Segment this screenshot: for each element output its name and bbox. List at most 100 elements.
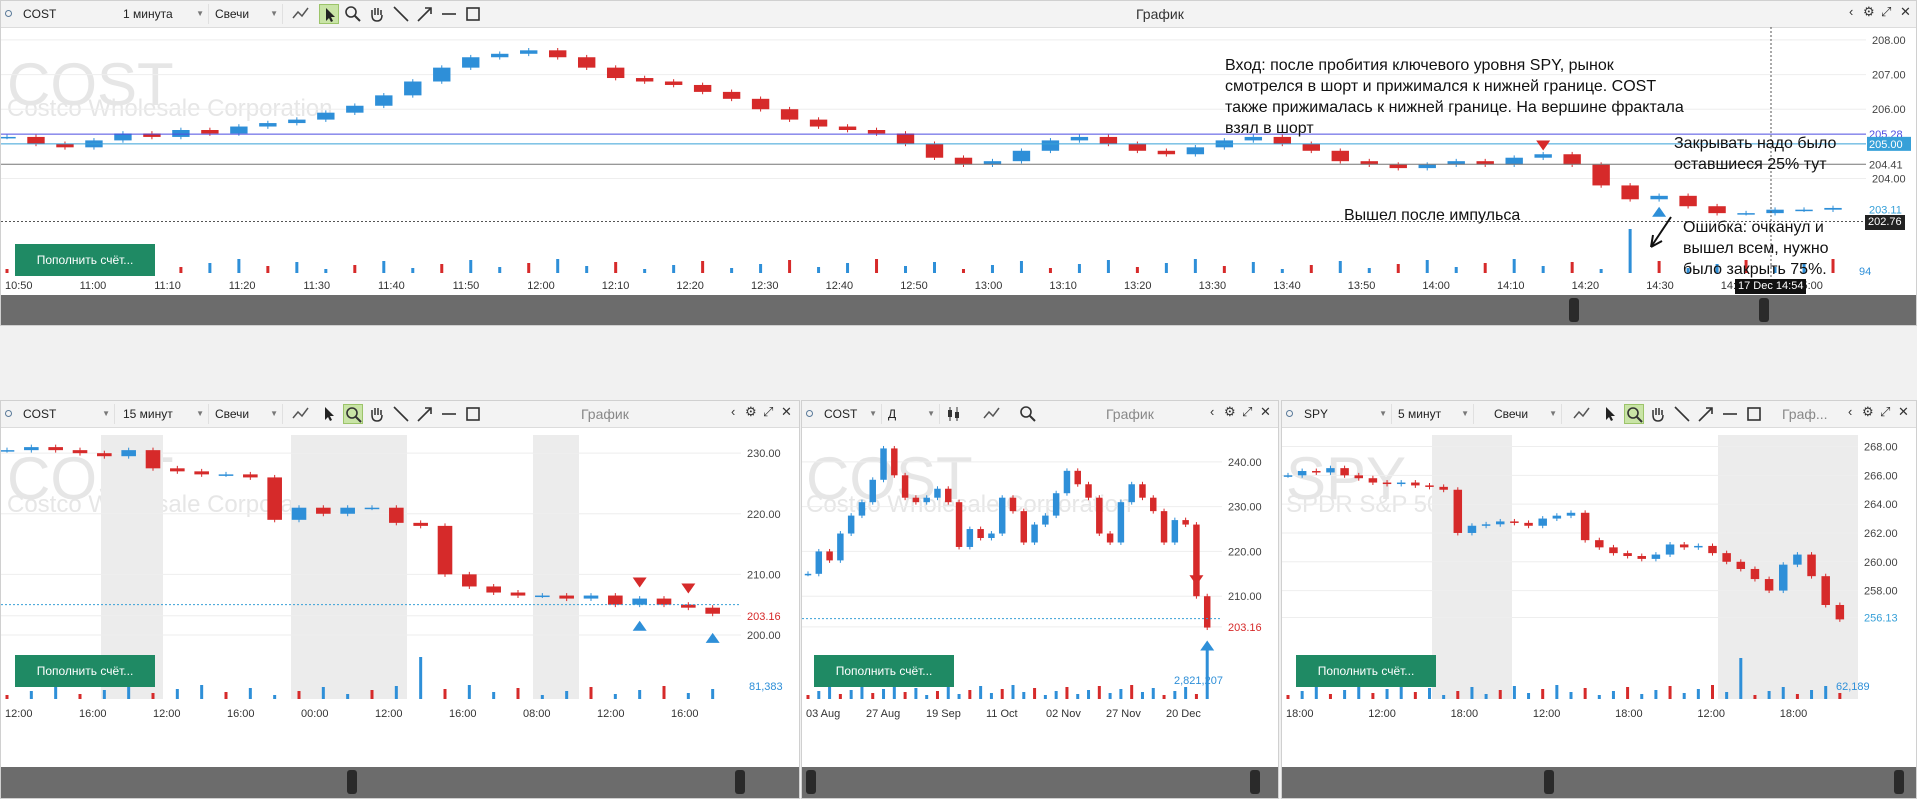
indicators-icon[interactable] (291, 4, 311, 24)
cursor-icon[interactable] (319, 404, 339, 424)
candle (1510, 521, 1519, 523)
topup-account-button[interactable]: Пополнить счёт... (15, 655, 155, 687)
chevron-down-icon: ▼ (1549, 409, 1557, 418)
symbol-select[interactable]: SPY ▼ (1300, 404, 1392, 424)
interval-select[interactable]: 1 минута ▼ (119, 4, 209, 24)
volume-bar (1130, 685, 1134, 699)
chevron-left-icon[interactable]: ‹ (1210, 404, 1215, 419)
zoom-icon[interactable] (1018, 404, 1038, 424)
maximize-icon[interactable]: ⤢ (1881, 4, 1892, 19)
bm-navigator-scrollbar[interactable] (802, 767, 1278, 798)
bm-plot-area[interactable]: COST Costco Wholesale Corporation 240.00… (802, 427, 1278, 798)
close-icon[interactable]: ✕ (1900, 4, 1911, 19)
link-dot-icon[interactable] (806, 410, 813, 417)
zoom-icon[interactable] (343, 404, 363, 424)
horizontal-line-icon[interactable] (1720, 404, 1740, 424)
volume-bar (151, 693, 155, 699)
maximize-icon[interactable]: ⤢ (1880, 404, 1891, 419)
chevron-left-icon[interactable]: ‹ (1848, 404, 1853, 419)
close-icon[interactable]: ✕ (1260, 404, 1271, 419)
horizontal-line-icon[interactable] (439, 4, 459, 24)
main-plot-area[interactable]: COST Costco Wholesale Corporation 208.00… (1, 27, 1916, 325)
volume-bar (1570, 262, 1574, 273)
time-tick-label: 11:40 (378, 280, 405, 292)
navigator-right-handle[interactable] (1250, 770, 1260, 794)
volume-bar (1715, 264, 1719, 273)
volume-bar (1512, 686, 1516, 699)
volume-bar (1725, 692, 1729, 699)
interval-select[interactable]: Д ▼ (884, 404, 940, 424)
candle (880, 448, 887, 480)
maximize-icon[interactable]: ⤢ (763, 404, 774, 419)
volume-bar (1744, 260, 1748, 273)
trendline-icon[interactable] (391, 404, 411, 424)
indicators-icon[interactable] (291, 404, 311, 424)
navigator-right-handle[interactable] (735, 770, 745, 794)
trendline-icon[interactable] (1672, 404, 1692, 424)
volume-bar (1205, 650, 1209, 699)
chevron-left-icon[interactable]: ‹ (1849, 4, 1854, 19)
br-navigator-scrollbar[interactable] (1282, 767, 1916, 798)
symbol-select[interactable]: COST▼ (19, 4, 131, 24)
candle (1203, 596, 1211, 628)
navigator-left-handle[interactable] (1544, 770, 1554, 794)
trendline-icon[interactable] (391, 4, 411, 24)
ray-arrow-icon[interactable] (415, 404, 435, 424)
pan-hand-icon[interactable] (367, 4, 387, 24)
br-plot-area[interactable]: SPY SPDR S&P 500 268.00 266.00 264.00 262.0… (1282, 427, 1916, 798)
navigator-right-handle[interactable] (1894, 770, 1904, 794)
close-icon[interactable]: ✕ (781, 404, 792, 419)
time-tick-label: 12:00 (153, 708, 181, 720)
topup-account-button[interactable]: Пополнить счёт... (15, 244, 155, 276)
link-dot-icon[interactable] (5, 10, 12, 17)
horizontal-line-icon[interactable] (439, 404, 459, 424)
pan-hand-icon[interactable] (367, 404, 387, 424)
rectangle-icon[interactable] (1744, 404, 1764, 424)
candlestick-type-icon[interactable] (944, 404, 964, 424)
rectangle-icon[interactable] (463, 4, 483, 24)
volume-bar (1011, 685, 1015, 699)
time-tick-label: 12:20 (676, 280, 704, 292)
ray-arrow-icon[interactable] (415, 4, 435, 24)
gear-icon[interactable]: ⚙ (1862, 404, 1874, 419)
candle (1807, 554, 1816, 577)
session-shade (533, 435, 579, 699)
gear-icon[interactable]: ⚙ (745, 404, 757, 419)
gear-icon[interactable]: ⚙ (1863, 4, 1875, 19)
cursor-icon[interactable] (1600, 404, 1620, 424)
candle (1360, 161, 1378, 165)
navigator-left-handle[interactable] (806, 770, 816, 794)
rectangle-icon[interactable] (463, 404, 483, 424)
chevron-left-icon[interactable]: ‹ (731, 404, 736, 419)
interval-select[interactable]: 15 минут ▼ (119, 404, 209, 424)
indicators-icon[interactable] (982, 404, 1002, 424)
volume-bar (1396, 264, 1400, 273)
chart-type-select[interactable]: Свечи ▼ (1490, 404, 1562, 424)
chart-type-select[interactable]: Свечи ▼ (211, 4, 283, 24)
navigator-left-handle[interactable] (347, 770, 357, 794)
topup-account-button[interactable]: Пополнить счёт... (814, 655, 954, 687)
navigator-left-handle[interactable] (1569, 298, 1579, 322)
symbol-select[interactable]: COST▼ (19, 404, 115, 424)
ray-arrow-icon[interactable] (1696, 404, 1716, 424)
pan-hand-icon[interactable] (1648, 404, 1668, 424)
entry-annotation: Вход: после пробития ключевого уровня SP… (1225, 57, 1684, 137)
cursor-icon[interactable] (319, 4, 339, 24)
bl-navigator-scrollbar[interactable] (1, 767, 799, 798)
main-navigator-scrollbar[interactable] (1, 295, 1916, 325)
symbol-select[interactable]: COST▼ (820, 404, 882, 424)
volume-bar (849, 690, 853, 699)
maximize-icon[interactable]: ⤢ (1242, 404, 1253, 419)
gear-icon[interactable]: ⚙ (1224, 404, 1236, 419)
navigator-right-handle[interactable] (1759, 298, 1769, 322)
link-dot-icon[interactable] (5, 410, 12, 417)
chart-type-select[interactable]: Свечи ▼ (211, 404, 283, 424)
bl-plot-area[interactable]: COST Costco Wholesale Corporation 230.00… (1, 427, 799, 798)
close-icon[interactable]: ✕ (1898, 404, 1909, 419)
zoom-icon[interactable] (343, 4, 363, 24)
topup-account-button[interactable]: Пополнить счёт... (1296, 655, 1436, 687)
indicators-icon[interactable] (1572, 404, 1592, 424)
link-dot-icon[interactable] (1286, 410, 1293, 417)
interval-select[interactable]: 5 минут ▼ (1394, 404, 1474, 424)
zoom-icon[interactable] (1624, 404, 1644, 424)
